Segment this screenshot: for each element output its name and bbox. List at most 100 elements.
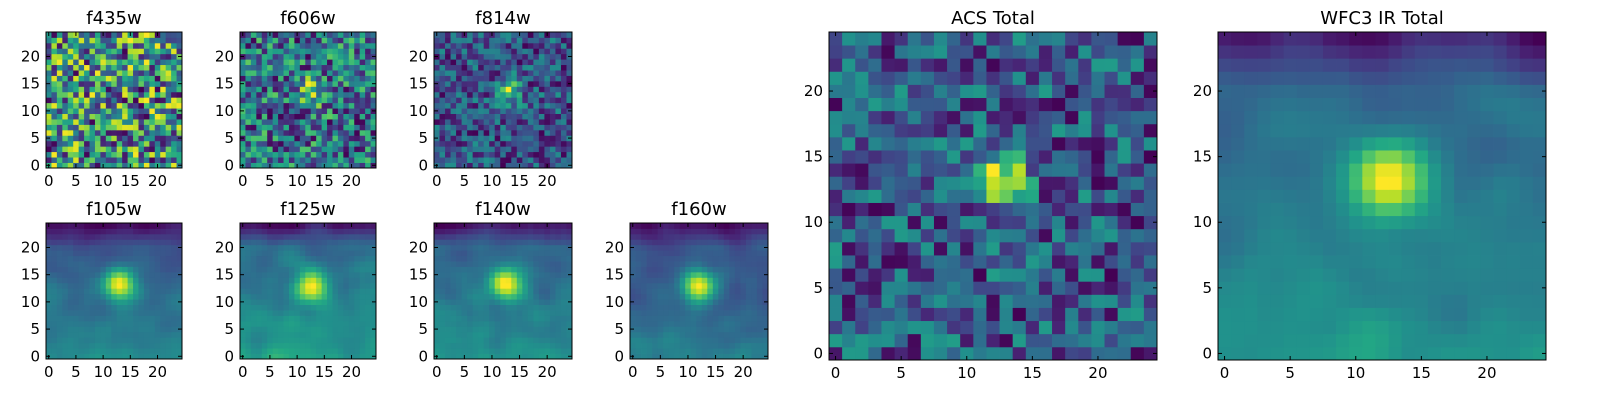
heatmap-cell <box>855 255 869 269</box>
heatmap-cell <box>494 320 501 327</box>
heatmap-cell <box>646 342 653 349</box>
heatmap-cell <box>450 342 457 349</box>
heatmap-cell <box>527 48 534 55</box>
heatmap-cell <box>538 288 545 295</box>
heatmap-cell <box>283 228 290 235</box>
heatmap-cell <box>111 244 118 251</box>
heatmap-cell <box>461 310 468 316</box>
heatmap-cell <box>456 337 462 344</box>
heatmap-cell <box>439 86 446 93</box>
heatmap-cell <box>505 223 512 229</box>
heatmap-cell <box>505 233 512 240</box>
heatmap-cell <box>663 282 670 289</box>
heatmap-cell <box>176 266 183 273</box>
heatmap-cell <box>133 70 139 76</box>
heatmap-cell <box>472 239 479 246</box>
heatmap-cell <box>1091 268 1105 282</box>
heatmap-cell <box>278 310 284 316</box>
heatmap-cell <box>472 299 479 305</box>
heatmap-cell <box>283 32 290 38</box>
heatmap-cell <box>745 342 752 349</box>
heatmap-cell <box>734 348 741 354</box>
heatmap-cell <box>685 299 692 305</box>
heatmap-cell <box>62 326 69 333</box>
heatmap-cell <box>316 157 322 163</box>
heatmap-cell <box>310 228 317 235</box>
heatmap-cell <box>94 337 101 344</box>
heatmap-cell <box>149 288 156 295</box>
heatmap-cell <box>105 250 112 257</box>
heatmap-cell <box>250 244 257 251</box>
heatmap-cell <box>278 48 284 55</box>
heatmap-cell <box>894 268 909 282</box>
heatmap-cell <box>566 32 573 38</box>
heatmap-cell <box>250 288 257 295</box>
heatmap-cell <box>729 271 736 278</box>
heatmap-cell <box>1091 281 1105 295</box>
heatmap-cell <box>1052 215 1066 230</box>
heatmap-cell <box>527 42 534 49</box>
heatmap-cell <box>516 53 523 60</box>
heatmap-cell <box>321 124 328 131</box>
heatmap-cell <box>288 239 295 246</box>
heatmap-cell <box>149 91 156 98</box>
heatmap-cell <box>489 119 496 125</box>
heatmap-cell <box>283 64 290 71</box>
heatmap-cell <box>176 310 183 316</box>
heatmap-cell <box>489 151 496 158</box>
heatmap-cell <box>489 250 496 257</box>
heatmap-cell <box>456 146 462 153</box>
heatmap-cell <box>762 310 769 316</box>
heatmap-cell <box>250 331 257 338</box>
heatmap-cell <box>751 353 758 360</box>
heatmap-cell <box>149 53 156 60</box>
heatmap-cell <box>165 135 172 142</box>
heatmap-cell <box>663 337 670 344</box>
heatmap-cell <box>111 261 118 267</box>
heatmap-cell <box>456 233 462 240</box>
heatmap-cell <box>122 271 128 278</box>
heatmap-cell <box>299 146 306 153</box>
heatmap-cell <box>729 348 736 354</box>
heatmap-cell <box>111 113 118 120</box>
heatmap-cell <box>1130 294 1145 308</box>
heatmap-cell <box>56 233 63 240</box>
heatmap-cell <box>305 261 312 267</box>
heatmap-cell <box>489 91 496 98</box>
heatmap-cell <box>445 348 451 354</box>
heatmap-cell <box>288 162 295 169</box>
heatmap-cell <box>538 140 545 147</box>
heatmap-cell <box>652 353 658 360</box>
heatmap-cell <box>701 288 708 295</box>
heatmap-cell <box>100 288 107 295</box>
heatmap-cell <box>1143 241 1158 256</box>
heatmap-cell <box>116 342 123 349</box>
heatmap-cell <box>245 37 252 44</box>
heatmap-cell <box>105 48 112 55</box>
heatmap-cell <box>245 282 252 289</box>
heatmap-cell <box>467 310 474 316</box>
heatmap-cell <box>67 266 74 273</box>
heatmap-cell <box>999 189 1014 203</box>
heatmap-cell <box>505 342 512 349</box>
heatmap-cell <box>472 244 479 251</box>
heatmap-cell <box>1104 189 1119 203</box>
heatmap-cell <box>1091 320 1105 335</box>
heatmap-cell <box>105 32 112 38</box>
heatmap-cell <box>294 310 301 316</box>
heatmap-cell <box>332 233 339 240</box>
heatmap-cell <box>105 37 112 44</box>
heatmap-cell <box>78 310 85 316</box>
heatmap-cell <box>522 64 529 71</box>
heatmap-cell <box>122 151 128 158</box>
heatmap-cell <box>160 42 167 49</box>
heatmap-cell <box>56 326 63 333</box>
heatmap-cell <box>154 331 161 338</box>
heatmap-cell <box>483 304 490 311</box>
heatmap-cell <box>94 91 101 98</box>
heatmap-cell <box>149 86 156 93</box>
heatmap-cell <box>127 299 134 305</box>
heatmap-cell <box>445 108 451 114</box>
heatmap-cell <box>256 70 263 76</box>
heatmap-cell <box>555 244 562 251</box>
